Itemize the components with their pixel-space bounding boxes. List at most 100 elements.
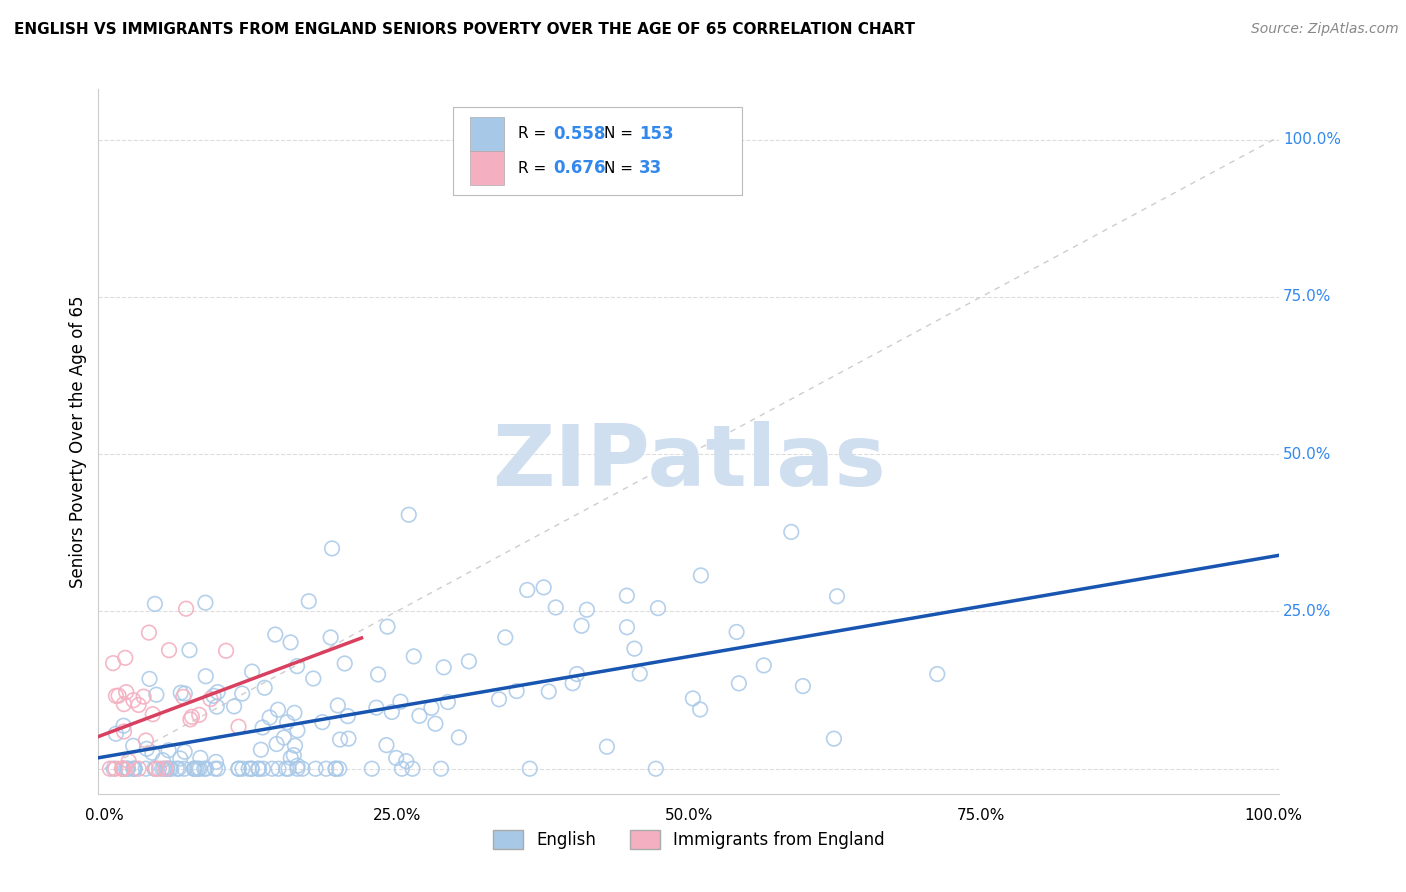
Point: [104, 727, 127, 741]
Point: [337, 731, 360, 746]
Point: [104, 762, 127, 776]
Point: [825, 589, 848, 603]
Point: [725, 624, 748, 639]
Text: N =: N =: [605, 126, 638, 141]
Point: [280, 751, 302, 765]
Point: [375, 738, 398, 752]
Point: [437, 695, 460, 709]
Point: [277, 762, 299, 776]
Point: [142, 707, 165, 722]
Text: 100.0%: 100.0%: [1282, 132, 1341, 147]
Point: [328, 762, 350, 776]
Point: [264, 627, 287, 641]
Point: [238, 762, 260, 776]
Point: [326, 698, 349, 713]
Point: [240, 762, 263, 776]
Point: [103, 762, 125, 776]
Point: [194, 669, 217, 683]
Point: [112, 697, 135, 711]
Text: 50.0%: 50.0%: [1282, 447, 1331, 462]
Point: [143, 762, 166, 776]
Point: [111, 762, 134, 776]
Point: [280, 635, 302, 649]
Point: [276, 762, 298, 776]
Point: [247, 762, 270, 776]
Point: [138, 672, 160, 686]
Point: [228, 720, 250, 734]
Point: [252, 721, 274, 735]
Point: [433, 660, 456, 674]
Text: 25.0%: 25.0%: [373, 808, 420, 822]
Point: [240, 762, 263, 776]
Point: [181, 710, 204, 724]
Point: [267, 762, 290, 776]
Point: [333, 657, 356, 671]
Point: [104, 689, 127, 703]
Point: [187, 762, 209, 776]
Point: [401, 762, 423, 776]
Point: [122, 739, 145, 753]
Point: [596, 739, 619, 754]
Point: [114, 650, 136, 665]
Point: [157, 743, 180, 757]
Point: [132, 690, 155, 704]
FancyBboxPatch shape: [453, 107, 742, 194]
Point: [628, 666, 651, 681]
Point: [117, 762, 139, 776]
Point: [200, 692, 222, 706]
Point: [488, 692, 510, 706]
Point: [205, 699, 228, 714]
Point: [112, 762, 135, 776]
Point: [231, 762, 253, 776]
Point: [179, 712, 201, 726]
Point: [205, 755, 228, 769]
Point: [262, 762, 284, 776]
Point: [325, 762, 347, 776]
Point: [408, 708, 430, 723]
Y-axis label: Seniors Poverty Over the Age of 65: Seniors Poverty Over the Age of 65: [69, 295, 87, 588]
Point: [170, 686, 193, 700]
Point: [519, 762, 541, 776]
Point: [381, 705, 404, 719]
Point: [190, 751, 212, 765]
Point: [250, 743, 273, 757]
Point: [425, 716, 447, 731]
Point: [112, 724, 135, 739]
Point: [111, 762, 134, 776]
Point: [253, 681, 276, 695]
Point: [188, 762, 211, 776]
Bar: [471, 117, 503, 151]
Point: [169, 751, 191, 765]
Point: [267, 703, 290, 717]
Point: [166, 762, 188, 776]
Point: [616, 589, 638, 603]
Point: [315, 762, 337, 776]
Point: [112, 719, 135, 733]
Point: [537, 684, 560, 698]
Point: [135, 741, 157, 756]
Point: [647, 601, 669, 615]
Point: [173, 762, 195, 776]
Point: [377, 620, 399, 634]
Point: [298, 594, 321, 608]
Point: [728, 676, 751, 690]
Point: [128, 698, 150, 712]
Point: [447, 731, 470, 745]
Point: [173, 745, 195, 759]
Point: [752, 658, 775, 673]
Point: [505, 684, 527, 698]
Point: [145, 688, 167, 702]
Point: [183, 762, 205, 776]
Point: [927, 667, 949, 681]
Point: [115, 762, 138, 776]
Point: [402, 649, 425, 664]
Point: [321, 541, 343, 556]
Text: 100.0%: 100.0%: [1244, 808, 1302, 822]
Point: [458, 654, 481, 668]
Point: [231, 687, 253, 701]
Point: [193, 762, 215, 776]
Point: [160, 762, 183, 776]
Point: [367, 667, 389, 681]
Text: 153: 153: [640, 125, 673, 143]
Point: [183, 762, 205, 776]
